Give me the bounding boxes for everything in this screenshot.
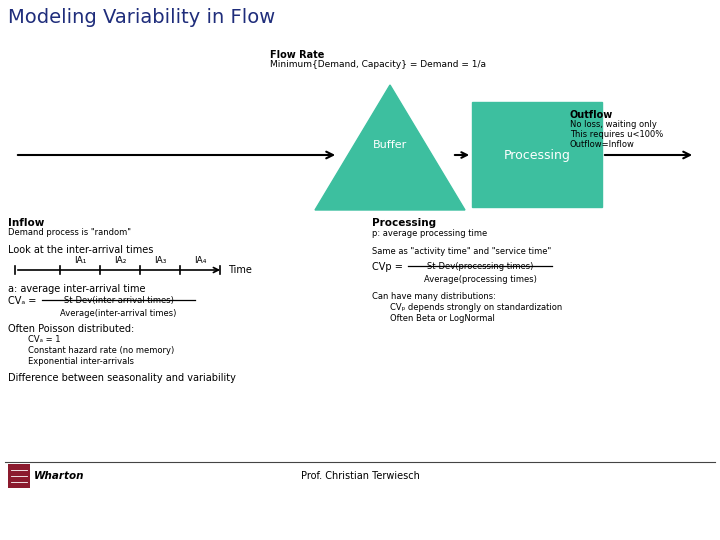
Text: CVp =: CVp = [372, 262, 403, 272]
Text: IA₁: IA₁ [74, 256, 86, 265]
Text: Exponential inter-arrivals: Exponential inter-arrivals [28, 357, 134, 366]
Text: Buffer: Buffer [373, 140, 407, 150]
Text: St-Dev(processing times): St-Dev(processing times) [427, 262, 534, 271]
Text: St-Dev(inter-arrival times): St-Dev(inter-arrival times) [63, 296, 174, 305]
Text: a: average inter-arrival time: a: average inter-arrival time [8, 284, 145, 294]
Text: Difference between seasonality and variability: Difference between seasonality and varia… [8, 373, 236, 383]
Text: Can have many distributions:: Can have many distributions: [372, 292, 496, 301]
Text: Wharton: Wharton [34, 471, 84, 481]
Text: Flow Rate: Flow Rate [270, 50, 325, 60]
Bar [8, 464, 30, 488]
Text: Same as "activity time" and "service time": Same as "activity time" and "service tim… [372, 247, 552, 256]
Text: IA₄: IA₄ [194, 256, 206, 265]
Text: Processing: Processing [372, 218, 436, 228]
Text: IA₃: IA₃ [154, 256, 166, 265]
Text: Processing: Processing [503, 148, 570, 161]
Text: IA₂: IA₂ [114, 256, 126, 265]
Text: Minimum{Demand, Capacity} = Demand = 1/a: Minimum{Demand, Capacity} = Demand = 1/a [270, 60, 486, 69]
Text: Outflow=Inflow: Outflow=Inflow [570, 140, 635, 149]
Text: CVₐ = 1: CVₐ = 1 [28, 335, 60, 344]
Text: Prof. Christian Terwiesch: Prof. Christian Terwiesch [300, 471, 420, 481]
Text: No loss, waiting only: No loss, waiting only [570, 120, 657, 129]
Text: Constant hazard rate (no memory): Constant hazard rate (no memory) [28, 346, 174, 355]
Bar [472, 102, 602, 207]
Text: Inflow: Inflow [8, 218, 45, 228]
Polygon shape [315, 85, 465, 210]
Text: Demand process is "random": Demand process is "random" [8, 228, 131, 237]
Text: Often Poisson distributed:: Often Poisson distributed: [8, 324, 134, 334]
Text: Look at the inter-arrival times: Look at the inter-arrival times [8, 245, 153, 255]
Text: Modeling Variability in Flow: Modeling Variability in Flow [8, 8, 275, 27]
Text: Time: Time [228, 265, 252, 275]
Text: p: average processing time: p: average processing time [372, 229, 487, 238]
Text: Outflow: Outflow [570, 110, 613, 120]
Text: This requires u<100%: This requires u<100% [570, 130, 663, 139]
Text: CVₐ =: CVₐ = [8, 296, 37, 306]
Text: Often Beta or LogNormal: Often Beta or LogNormal [390, 314, 495, 323]
Text: Average(inter-arrival times): Average(inter-arrival times) [60, 309, 176, 318]
Text: CVₚ depends strongly on standardization: CVₚ depends strongly on standardization [390, 303, 562, 312]
Text: Average(processing times): Average(processing times) [423, 275, 536, 284]
